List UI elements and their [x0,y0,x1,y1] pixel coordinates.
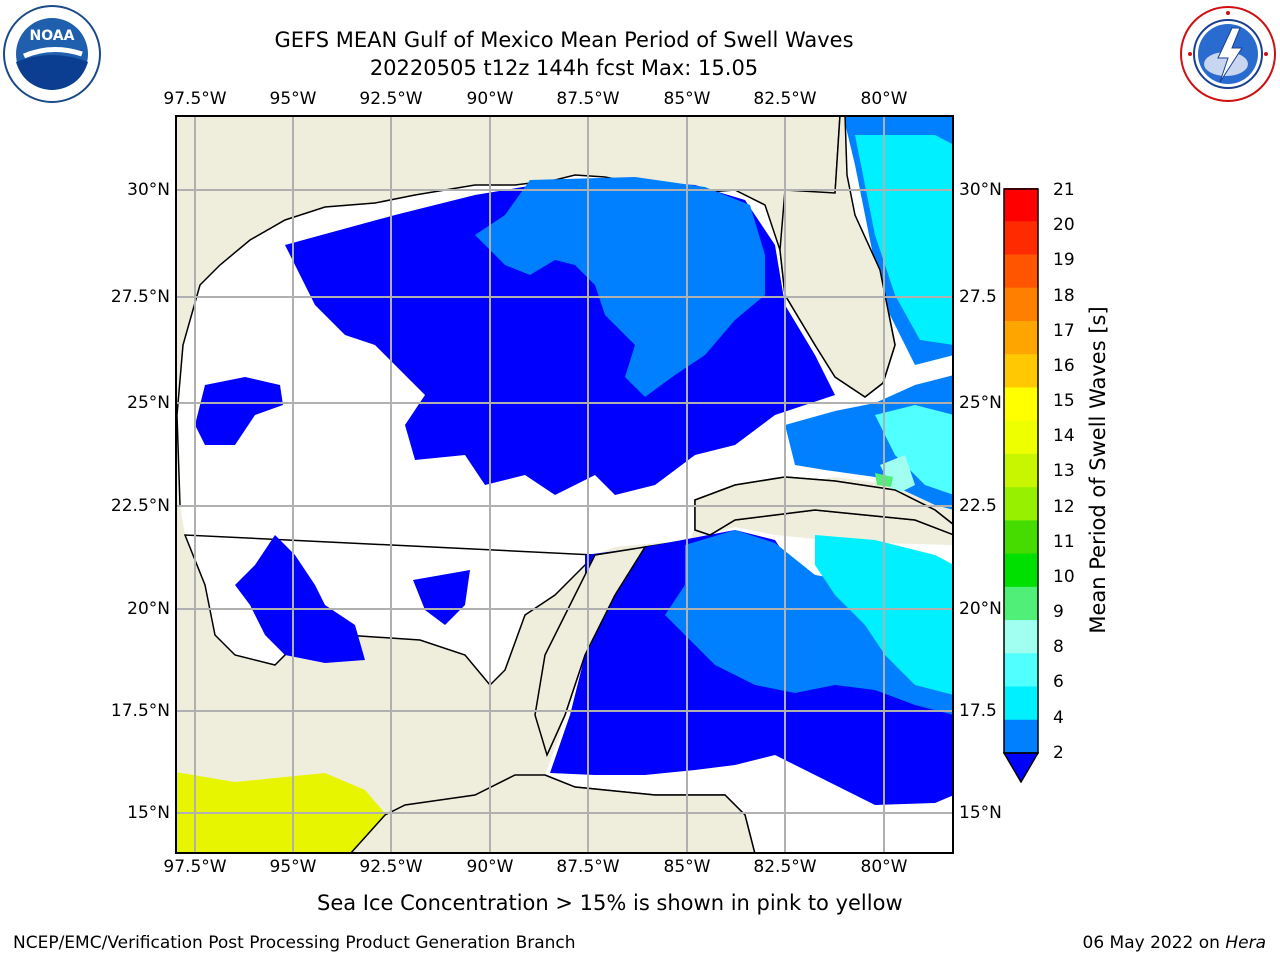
lat-tick-right: 15°N [959,803,1002,823]
colorbar-swatch [1004,620,1038,654]
nws-logo [1178,4,1278,104]
lat-tick-left: 22.5°N [110,496,170,516]
colorbar-tick: 6 [1053,672,1064,692]
colorbar-tick: 14 [1053,426,1075,446]
lat-tick-right: 20°N [959,599,1002,619]
lon-tick-bottom: 92.5°W [359,857,423,877]
colorbar [1002,188,1040,784]
lon-tick-top: 90°W [466,89,514,109]
colorbar-tick: 13 [1053,461,1075,481]
swell-2-4s-sw [235,535,365,663]
map-title: GEFS MEAN Gulf of Mexico Mean Period of … [274,28,854,52]
lon-tick-bottom: 90°W [466,857,514,877]
colorbar-swatch [1004,188,1038,222]
lat-tick-right: 30°N [959,180,1002,200]
lon-tick-bottom: 87.5°W [556,857,620,877]
swell-2-4s-west [195,377,283,445]
swell-6-8s-atlantic [855,135,954,345]
colorbar-tick: 15 [1053,391,1075,411]
swell-4-6s-caribbean [665,530,954,715]
run-info: 06 May 2022 on Hera [1083,933,1267,953]
colorbar-tick: 2 [1053,743,1064,763]
lat-tick-left: 17.5°N [110,701,170,721]
lon-tick-top: 82.5°W [753,89,817,109]
lat-tick-left: 15°N [127,803,170,823]
lat-tick-right: 25°N [959,393,1002,413]
lon-tick-bottom: 95°W [269,857,317,877]
colorbar-tick: 12 [1053,497,1075,517]
colorbar-tick: 17 [1053,321,1075,341]
colorbar-label: Mean Period of Swell Waves [s] [1086,306,1110,634]
sea-ice-note: Sea Ice Concentration > 15% is shown in … [317,891,903,915]
colorbar-tick: 16 [1053,356,1075,376]
colorbar-swatch [1004,354,1038,389]
lon-tick-bottom: 80°W [860,857,908,877]
lat-tick-left: 27.5°N [110,287,170,307]
lat-tick-left: 25°N [127,393,170,413]
lon-tick-top: 95°W [269,89,317,109]
map-subtitle: 20220505 t12z 144h fcst Max: 15.05 [369,56,759,80]
yucatan-land-over [534,545,647,758]
map-frame [175,115,954,854]
swell-4-6s-north [475,177,765,397]
colorbar-swatch [1004,287,1038,322]
lon-tick-bottom: 82.5°W [753,857,817,877]
map-panel [175,114,955,855]
colorbar-swatch [1004,520,1038,555]
swell-2-4s-bay [413,570,470,625]
colorbar-swatch [1004,653,1038,688]
noaa-logo-text: NOAA [30,28,75,44]
colorbar-extension [1002,752,1040,784]
colorbar-swatch [1004,221,1038,256]
colorbar-swatch [1004,553,1038,588]
swell-9-10s-strait [880,455,915,495]
colorbar-swatch [1004,254,1038,289]
lon-tick-bottom: 97.5°W [163,857,227,877]
lat-tick-left: 20°N [127,599,170,619]
colorbar-swatches [1002,188,1040,784]
colorbar-tick: 21 [1053,180,1075,200]
colorbar-tick: 4 [1053,708,1064,728]
colorbar-swatch [1004,487,1038,521]
lat-tick-right: 27.5 [959,287,997,307]
lon-tick-top: 85°W [663,89,711,109]
colorbar-tick: 18 [1053,286,1075,306]
lon-tick-top: 97.5°W [163,89,227,109]
swell-period-contours [175,115,954,854]
noaa-logo: NOAA [2,4,102,104]
colorbar-swatch [1004,586,1038,621]
colorbar-swatch [1004,420,1038,455]
colorbar-swatch [1004,453,1038,488]
colorbar-swatch [1004,320,1038,355]
lat-tick-right: 17.5 [959,701,997,721]
lon-tick-top: 87.5°W [556,89,620,109]
map-graticule [175,115,954,854]
colorbar-tick: 10 [1053,567,1075,587]
colorbar-tick: 8 [1053,637,1064,657]
colorbar-swatch [1004,686,1038,721]
colorbar-tick: 9 [1053,602,1064,622]
swell-8-9s-strait [875,405,954,495]
lon-tick-top: 80°W [860,89,908,109]
colorbar-tick: 11 [1053,532,1075,552]
map-canvas [175,114,955,855]
colorbar-swatch [1004,387,1038,422]
lon-tick-bottom: 85°W [663,857,711,877]
lat-tick-right: 22.5 [959,496,997,516]
producer-credit: NCEP/EMC/Verification Post Processing Pr… [13,933,576,953]
run-date: 06 May 2022 on [1082,933,1220,953]
lat-tick-left: 30°N [127,180,170,200]
run-host: Hera [1225,933,1266,953]
colorbar-swatch [1004,719,1038,754]
lon-tick-top: 92.5°W [359,89,423,109]
colorbar-tick: 20 [1053,215,1075,235]
colorbar-tick: 19 [1053,250,1075,270]
colorbar-frame [1003,188,1039,754]
